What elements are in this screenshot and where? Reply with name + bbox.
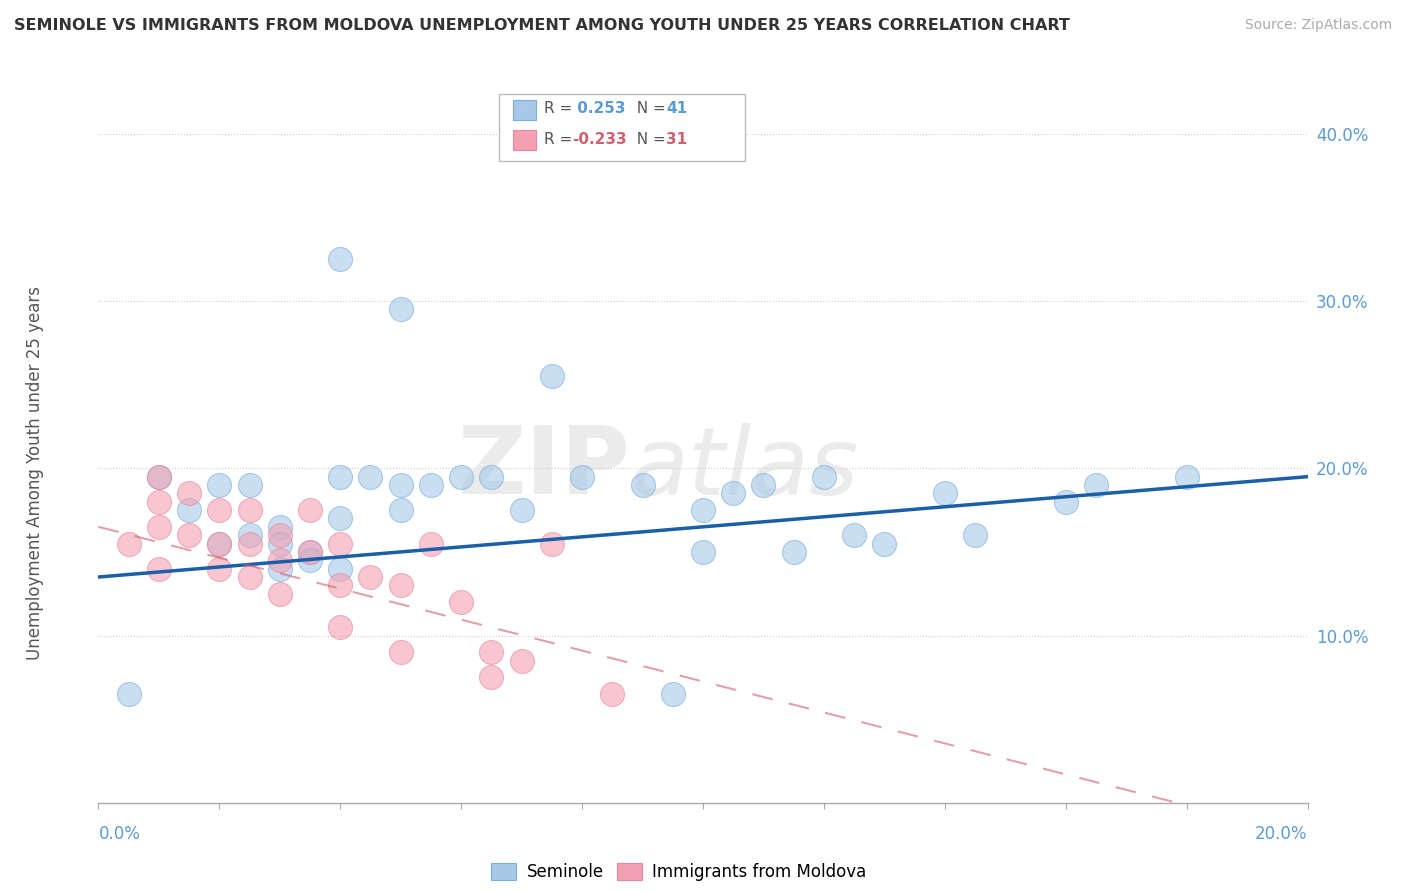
Text: ZIP: ZIP	[457, 422, 630, 515]
Point	[239, 478, 262, 492]
Point	[329, 252, 352, 267]
Point	[208, 503, 231, 517]
Point	[721, 486, 744, 500]
Point	[1175, 469, 1198, 483]
Point	[208, 562, 231, 576]
Point	[208, 536, 231, 550]
Point	[269, 528, 291, 542]
Text: Unemployment Among Youth under 25 years: Unemployment Among Youth under 25 years	[27, 285, 44, 660]
Text: 20.0%: 20.0%	[1256, 825, 1308, 843]
Point	[510, 654, 533, 668]
Point	[360, 469, 382, 483]
Point	[299, 553, 322, 567]
Point	[208, 536, 231, 550]
Point	[419, 478, 441, 492]
Point	[782, 545, 804, 559]
Point	[148, 469, 170, 483]
Point	[602, 687, 624, 701]
Point	[965, 528, 987, 542]
Point	[177, 503, 201, 517]
Legend: Seminole, Immigrants from Moldova: Seminole, Immigrants from Moldova	[485, 856, 873, 888]
Point	[239, 503, 262, 517]
Point	[299, 545, 322, 559]
Point	[481, 670, 503, 684]
Point	[360, 570, 382, 584]
Point	[389, 503, 412, 517]
Point	[329, 620, 352, 634]
Text: Source: ZipAtlas.com: Source: ZipAtlas.com	[1244, 18, 1392, 32]
Text: 0.0%: 0.0%	[98, 825, 141, 843]
Point	[329, 562, 352, 576]
Point	[239, 570, 262, 584]
Point	[389, 645, 412, 659]
Point	[177, 486, 201, 500]
Point	[299, 503, 322, 517]
Point	[329, 536, 352, 550]
Point	[148, 520, 170, 534]
Point	[1085, 478, 1108, 492]
Text: 0.253: 0.253	[572, 102, 626, 116]
Point	[269, 562, 291, 576]
Point	[239, 536, 262, 550]
Point	[118, 687, 141, 701]
Point	[571, 469, 593, 483]
Text: 41: 41	[666, 102, 688, 116]
Point	[661, 687, 683, 701]
Point	[269, 536, 291, 550]
Point	[389, 302, 412, 317]
Point	[1054, 494, 1077, 508]
Text: atlas: atlas	[630, 423, 859, 514]
Point	[329, 469, 352, 483]
Point	[148, 469, 170, 483]
Point	[208, 478, 231, 492]
Point	[481, 469, 503, 483]
Point	[844, 528, 866, 542]
Point	[269, 587, 291, 601]
Point	[148, 562, 170, 576]
Point	[329, 578, 352, 592]
Point	[873, 536, 896, 550]
Text: R =: R =	[544, 102, 578, 116]
Point	[510, 503, 533, 517]
Text: N =: N =	[627, 102, 671, 116]
Point	[419, 536, 441, 550]
Point	[269, 520, 291, 534]
Text: R =: R =	[544, 132, 578, 146]
Point	[692, 503, 714, 517]
Point	[389, 478, 412, 492]
Point	[481, 645, 503, 659]
Point	[752, 478, 775, 492]
Point	[177, 528, 201, 542]
Point	[450, 595, 472, 609]
Point	[269, 553, 291, 567]
Point	[329, 511, 352, 525]
Point	[148, 494, 170, 508]
Text: 31: 31	[666, 132, 688, 146]
Point	[118, 536, 141, 550]
Point	[934, 486, 956, 500]
Point	[540, 536, 562, 550]
Text: SEMINOLE VS IMMIGRANTS FROM MOLDOVA UNEMPLOYMENT AMONG YOUTH UNDER 25 YEARS CORR: SEMINOLE VS IMMIGRANTS FROM MOLDOVA UNEM…	[14, 18, 1070, 33]
Point	[813, 469, 835, 483]
Point	[692, 545, 714, 559]
Text: -0.233: -0.233	[572, 132, 627, 146]
Point	[540, 369, 562, 384]
Point	[239, 528, 262, 542]
Point	[631, 478, 654, 492]
Text: N =: N =	[627, 132, 671, 146]
Point	[389, 578, 412, 592]
Point	[450, 469, 472, 483]
Point	[299, 545, 322, 559]
